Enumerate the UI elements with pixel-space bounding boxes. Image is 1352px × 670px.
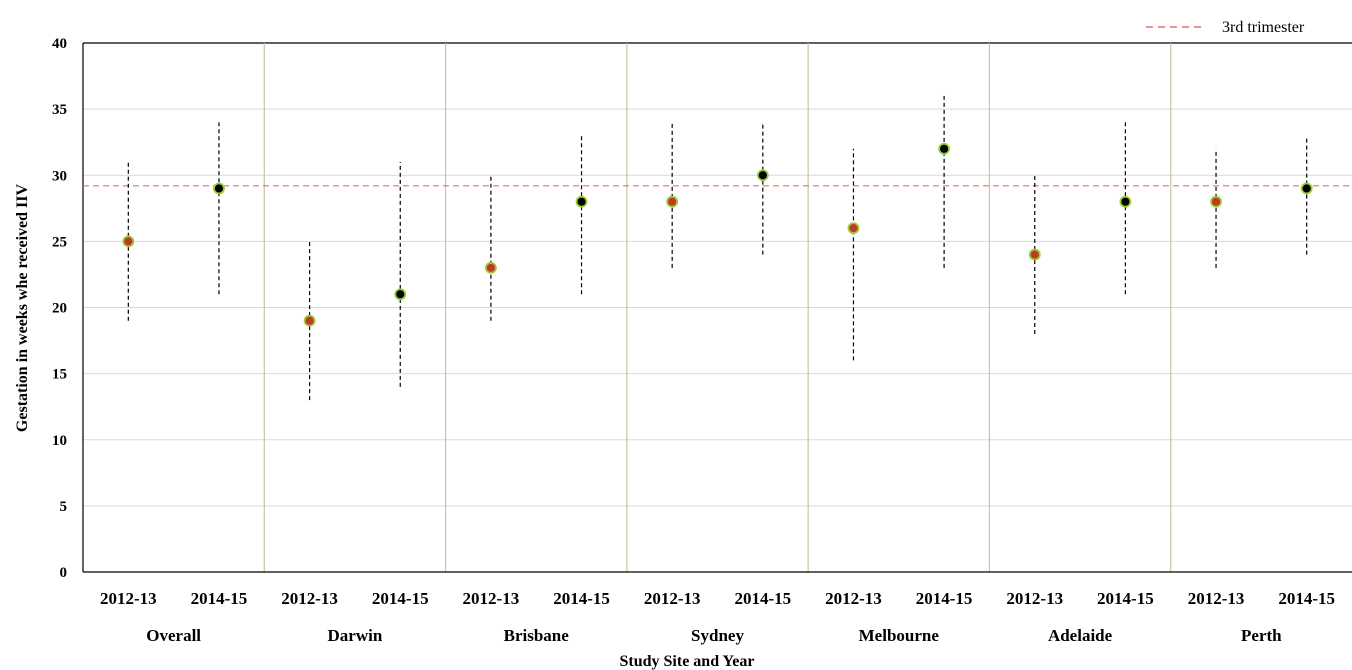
y-tick-label-25: 25	[52, 234, 67, 250]
x-tick-label-9: 2014-15	[916, 589, 973, 608]
x-tick-label-0: 2012-13	[100, 589, 157, 608]
x-tick-label-13: 2014-15	[1278, 589, 1335, 608]
y-tick-label-40: 40	[52, 36, 67, 52]
x-tick-label-12: 2012-13	[1188, 589, 1245, 608]
x-tick-label-1: 2014-15	[191, 589, 248, 608]
data-point-melbourne-2012-13	[847, 222, 860, 235]
group-label-brisbane: Brisbane	[504, 626, 570, 645]
group-label-overall: Overall	[146, 626, 201, 645]
data-point-melbourne-2014-15	[938, 142, 951, 155]
data-point-darwin-2014-15	[394, 288, 407, 301]
x-tick-label-2: 2012-13	[281, 589, 338, 608]
x-tick-label-5: 2014-15	[553, 589, 610, 608]
y-tick-label-10: 10	[52, 433, 67, 449]
x-tick-label-10: 2012-13	[1006, 589, 1063, 608]
data-point-sydney-2014-15	[756, 169, 769, 182]
group-separators	[263, 43, 1172, 572]
x-axis-title: Study Site and Year	[620, 653, 755, 670]
y-tick-label-15: 15	[52, 367, 67, 383]
x-tick-labels: 2012-13 2014-15 2012-13 2014-15 2012-13 2014-…	[100, 589, 1335, 608]
x-tick-label-4: 2012-13	[463, 589, 520, 608]
x-tick-label-11: 2014-15	[1097, 589, 1154, 608]
group-label-darwin: Darwin	[328, 626, 383, 645]
y-tick-labels: 0 5 10 15 20 25 30 35 40	[52, 36, 67, 581]
y-tick-label-5: 5	[60, 499, 68, 515]
y-tick-label-35: 35	[52, 102, 67, 118]
x-tick-label-8: 2012-13	[825, 589, 882, 608]
data-point-overall-2012-13	[122, 235, 135, 248]
gridlines	[83, 42, 1352, 507]
error-bars	[127, 95, 1308, 401]
y-tick-label-20: 20	[52, 301, 67, 317]
data-point-darwin-2012-13	[303, 314, 316, 327]
x-tick-label-3: 2014-15	[372, 589, 429, 608]
data-point-overall-2014-15	[213, 182, 225, 195]
data-point-adelaide-2014-15	[1119, 195, 1132, 208]
legend-label-3rd-trimester: 3rd trimester	[1222, 19, 1305, 36]
data-points	[122, 142, 1313, 327]
legend: 3rd trimester	[1146, 19, 1305, 36]
data-point-adelaide-2012-13	[1028, 248, 1041, 261]
y-tick-label-30: 30	[52, 168, 67, 184]
data-point-sydney-2012-13	[666, 195, 679, 208]
axes	[82, 43, 1352, 573]
data-point-brisbane-2014-15	[575, 195, 588, 208]
data-point-perth-2014-15	[1300, 182, 1313, 195]
group-labels: Overall Darwin Brisbane Sydney Melbourne Adel…	[146, 626, 1282, 645]
x-tick-label-6: 2012-13	[644, 589, 701, 608]
group-label-adelaide: Adelaide	[1048, 626, 1113, 645]
data-point-brisbane-2012-13	[484, 261, 497, 274]
group-label-sydney: Sydney	[691, 626, 744, 645]
group-label-melbourne: Melbourne	[859, 626, 940, 645]
y-axis-title: Gestation in weeks whe received IIV	[14, 183, 31, 432]
data-point-perth-2012-13	[1210, 195, 1222, 208]
group-label-perth: Perth	[1241, 626, 1282, 645]
x-tick-label-7: 2014-15	[734, 589, 791, 608]
y-tick-label-0: 0	[60, 565, 68, 581]
